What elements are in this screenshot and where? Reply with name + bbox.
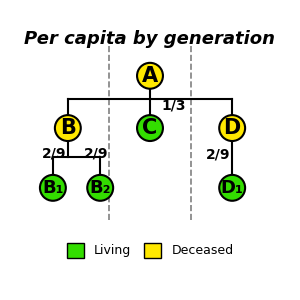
Text: D: D [224, 118, 241, 138]
Circle shape [219, 115, 245, 141]
Text: Per capita by generation: Per capita by generation [25, 30, 275, 48]
Legend: Living, Deceased: Living, Deceased [63, 239, 237, 261]
Text: C: C [142, 118, 158, 138]
Circle shape [40, 175, 66, 201]
Circle shape [55, 115, 81, 141]
Text: 2/9: 2/9 [206, 147, 231, 161]
Text: B₂: B₂ [89, 179, 111, 197]
Text: D₁: D₁ [221, 179, 244, 197]
Circle shape [219, 175, 245, 201]
Text: 2/9: 2/9 [42, 146, 66, 161]
Text: B: B [60, 118, 76, 138]
Text: B₁: B₁ [42, 179, 64, 197]
Text: A: A [142, 66, 158, 86]
Text: 2/9: 2/9 [84, 146, 109, 161]
Circle shape [137, 63, 163, 89]
Circle shape [137, 115, 163, 141]
Circle shape [87, 175, 113, 201]
Text: 1/3: 1/3 [161, 99, 186, 113]
